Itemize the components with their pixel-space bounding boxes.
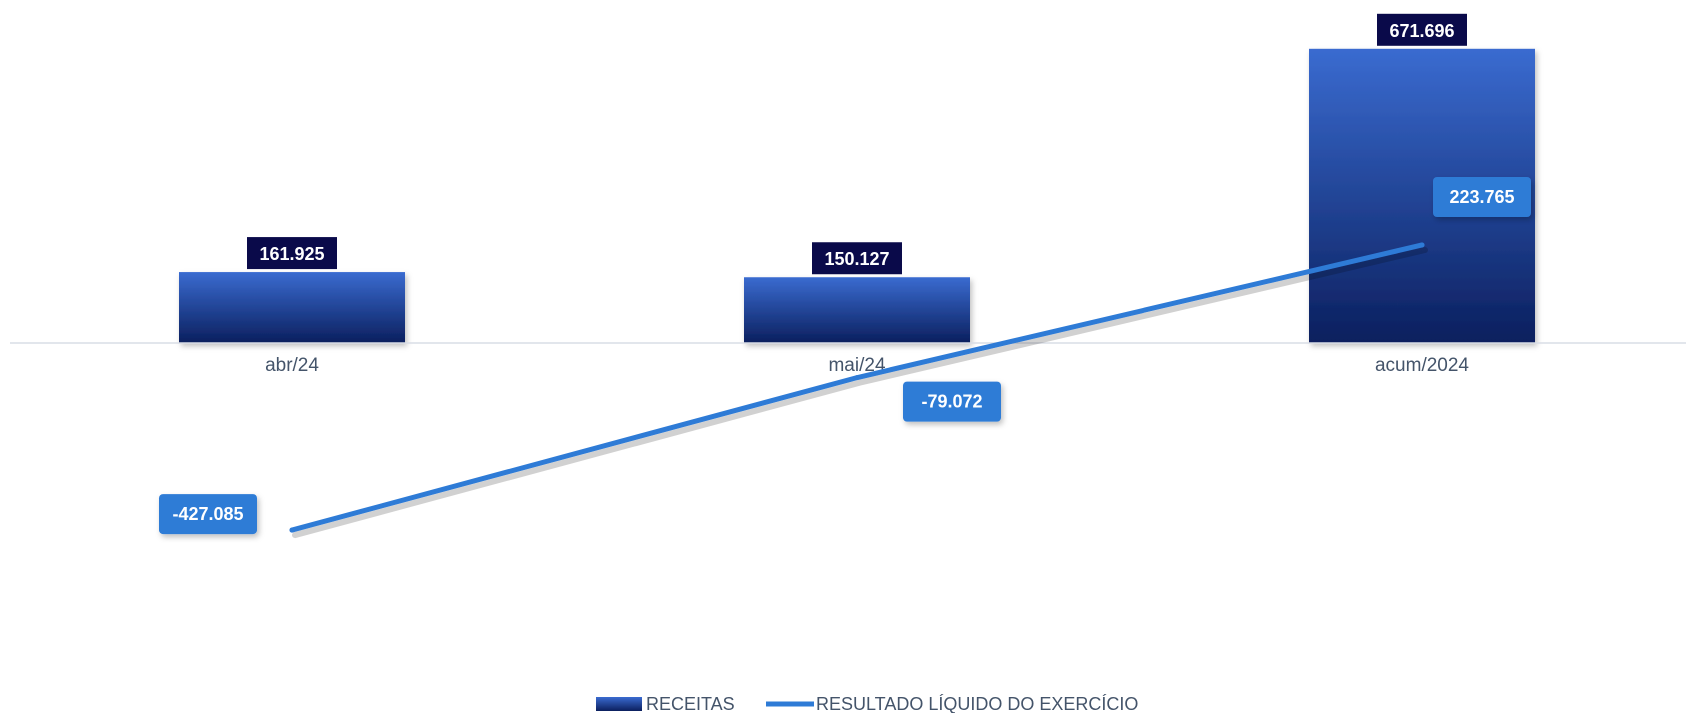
bar-data-label-bg-1 <box>812 242 902 275</box>
bar-data-label-text-2: 671.696 <box>1389 21 1454 41</box>
line-layer <box>289 242 1428 539</box>
bar-data-label-text-0: 161.925 <box>259 244 324 264</box>
line-resultado-shadow <box>292 246 1428 539</box>
bar-receitas-1 <box>744 277 970 343</box>
bar-data-label-1: 150.127 <box>812 242 902 275</box>
bar-data-label-text-1: 150.127 <box>824 249 889 269</box>
category-label-2: acum/2024 <box>1375 355 1469 376</box>
line-data-label-text-0: -427.085 <box>172 504 243 524</box>
line-data-label-1: -79.072 <box>903 381 1001 422</box>
bars-layer <box>179 48 1535 344</box>
bar-labels: 161.925 150.127 671.696 <box>247 13 1467 275</box>
bar-data-label-2: 671.696 <box>1377 13 1467 46</box>
line-data-label-bg-0 <box>159 494 257 535</box>
legend: RECEITAS RESULTADO LÍQUIDO DO EXERCÍCIO <box>596 694 1138 713</box>
line-data-label-0: -427.085 <box>159 494 257 535</box>
legend-receitas-label: RECEITAS <box>646 694 735 713</box>
bar-receitas-0 <box>179 272 405 343</box>
legend-receitas-swatch <box>596 697 642 711</box>
category-label-0: abr/24 <box>265 355 319 376</box>
category-label-1: mai/24 <box>828 355 885 376</box>
bar-data-label-0: 161.925 <box>247 237 337 270</box>
line-labels: -427.085 -79.072 223.765 <box>159 176 1531 535</box>
line-data-label-2: 223.765 <box>1433 176 1531 217</box>
line-data-label-bg-1 <box>903 381 1001 422</box>
bar-data-label-bg-0 <box>247 237 337 270</box>
line-data-label-bg-2 <box>1433 176 1531 217</box>
legend-resultado-label: RESULTADO LÍQUIDO DO EXERCÍCIO <box>816 694 1138 713</box>
line-point-2 <box>1419 242 1425 248</box>
bar-data-label-bg-2 <box>1377 13 1467 46</box>
line-point-1 <box>854 375 860 381</box>
line-data-label-text-2: 223.765 <box>1449 187 1514 207</box>
line-data-label-text-1: -79.072 <box>921 392 982 412</box>
line-point-0 <box>289 527 295 533</box>
category-labels: abr/24 mai/24 acum/2024 <box>265 355 1469 376</box>
